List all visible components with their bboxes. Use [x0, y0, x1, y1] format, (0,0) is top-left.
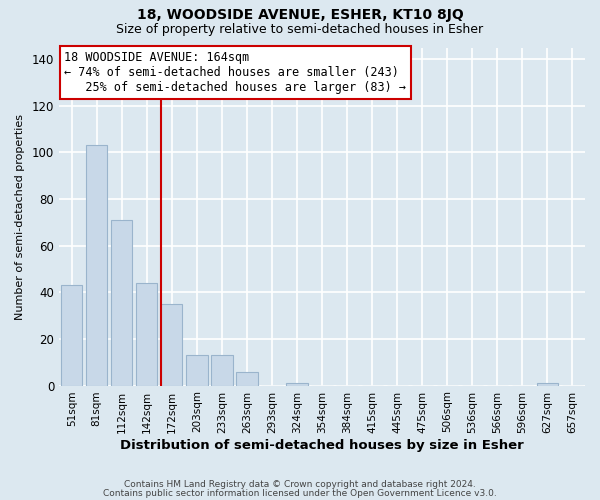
- Text: 18 WOODSIDE AVENUE: 164sqm
← 74% of semi-detached houses are smaller (243)
   25: 18 WOODSIDE AVENUE: 164sqm ← 74% of semi…: [64, 51, 406, 94]
- Text: Size of property relative to semi-detached houses in Esher: Size of property relative to semi-detach…: [116, 22, 484, 36]
- Text: 18, WOODSIDE AVENUE, ESHER, KT10 8JQ: 18, WOODSIDE AVENUE, ESHER, KT10 8JQ: [137, 8, 463, 22]
- Bar: [136, 283, 157, 386]
- Bar: [286, 383, 308, 386]
- Bar: [236, 372, 257, 386]
- Bar: [61, 286, 82, 386]
- Bar: [186, 356, 208, 386]
- Text: Contains public sector information licensed under the Open Government Licence v3: Contains public sector information licen…: [103, 488, 497, 498]
- Bar: [161, 304, 182, 386]
- Y-axis label: Number of semi-detached properties: Number of semi-detached properties: [15, 114, 25, 320]
- X-axis label: Distribution of semi-detached houses by size in Esher: Distribution of semi-detached houses by …: [120, 440, 524, 452]
- Bar: [111, 220, 133, 386]
- Bar: [537, 383, 558, 386]
- Bar: [86, 146, 107, 386]
- Text: Contains HM Land Registry data © Crown copyright and database right 2024.: Contains HM Land Registry data © Crown c…: [124, 480, 476, 489]
- Bar: [211, 356, 233, 386]
